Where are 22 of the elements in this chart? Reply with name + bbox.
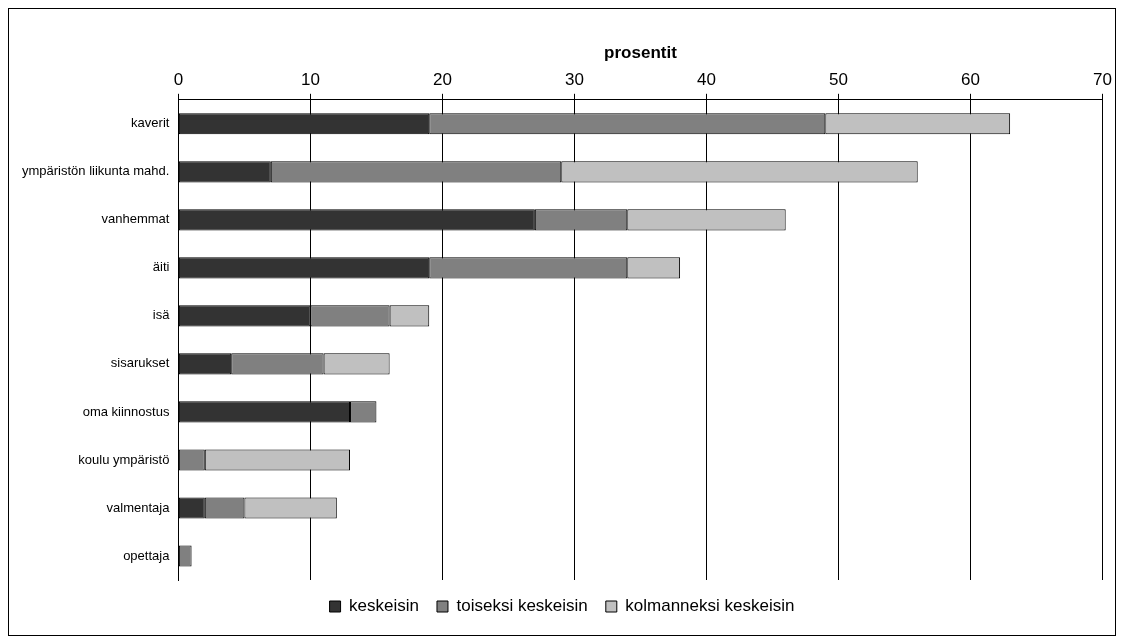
y-tick-label: opettaja xyxy=(123,547,171,563)
x-tick-label: 20 xyxy=(432,70,452,90)
x-axis-title: prosentit xyxy=(604,42,678,62)
x-tick-label: 0 xyxy=(173,70,184,90)
legend-label: kolmanneksi keskeisin xyxy=(625,596,795,616)
y-tick-label: kaverit xyxy=(131,115,170,131)
y-tick-label: oma kiinnostus xyxy=(82,403,170,419)
y-tick-label: vanhemmat xyxy=(101,211,170,227)
y-tick-label: koulu ympäristö xyxy=(78,451,170,467)
x-tick-label: 30 xyxy=(565,70,584,90)
x-tick-label: 50 xyxy=(829,70,848,90)
y-tick-label: äiti xyxy=(152,259,170,275)
y-tick-label: ympäristön liikunta mahd. xyxy=(21,163,170,179)
x-tick-label: 60 xyxy=(961,70,980,90)
x-tick-label: 70 xyxy=(1093,70,1113,90)
x-tick-label: 40 xyxy=(697,70,716,90)
y-tick-label: valmentaja xyxy=(106,499,171,515)
legend-label: keskeisin xyxy=(349,596,419,616)
y-tick-label: sisarukset xyxy=(110,355,170,371)
legend-label: toiseksi keskeisin xyxy=(456,596,588,616)
x-tick-label: 10 xyxy=(300,70,320,90)
y-tick-label: isä xyxy=(152,307,171,323)
